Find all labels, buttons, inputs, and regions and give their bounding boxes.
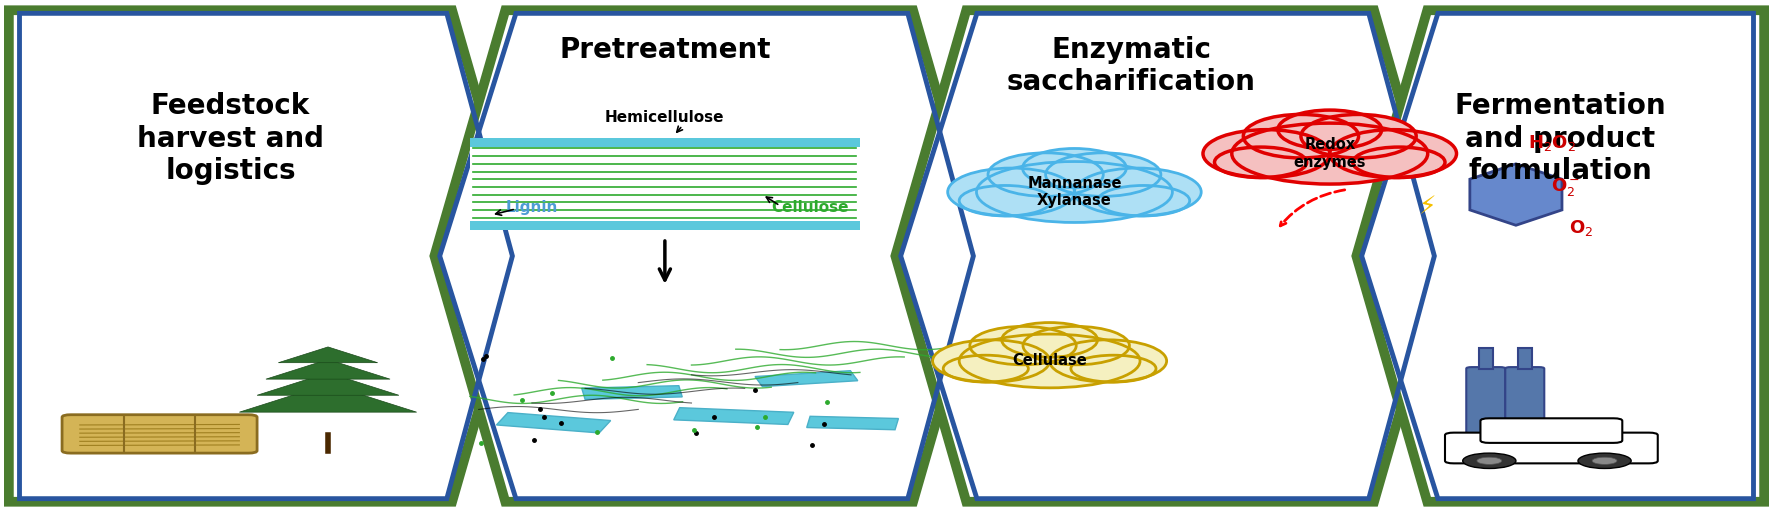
Text: Pretreatment: Pretreatment bbox=[558, 36, 771, 64]
Ellipse shape bbox=[943, 355, 1028, 382]
Ellipse shape bbox=[970, 327, 1076, 365]
FancyBboxPatch shape bbox=[1466, 367, 1505, 437]
Ellipse shape bbox=[947, 168, 1074, 216]
Ellipse shape bbox=[959, 334, 1140, 388]
FancyBboxPatch shape bbox=[62, 415, 257, 453]
FancyBboxPatch shape bbox=[1480, 418, 1622, 443]
Ellipse shape bbox=[1278, 110, 1381, 150]
Ellipse shape bbox=[1232, 123, 1427, 184]
Text: ⚡: ⚡ bbox=[1418, 196, 1436, 219]
Text: Lignin: Lignin bbox=[505, 200, 558, 215]
Text: Mannanase
Xylanase: Mannanase Xylanase bbox=[1027, 176, 1122, 208]
Ellipse shape bbox=[1330, 130, 1456, 178]
Ellipse shape bbox=[1023, 327, 1129, 365]
Ellipse shape bbox=[1215, 147, 1307, 178]
Text: Feedstock
harvest and
logistics: Feedstock harvest and logistics bbox=[137, 92, 324, 185]
Text: Fermentation
and product
formulation: Fermentation and product formulation bbox=[1454, 92, 1667, 185]
Text: Cellulase: Cellulase bbox=[1012, 353, 1087, 369]
Bar bbox=[470, 138, 860, 230]
Bar bbox=[755, 371, 858, 387]
Polygon shape bbox=[257, 373, 399, 395]
Text: Cellulose: Cellulose bbox=[771, 200, 849, 215]
Text: Redox
enzymes: Redox enzymes bbox=[1294, 137, 1365, 170]
Polygon shape bbox=[895, 10, 1445, 502]
FancyBboxPatch shape bbox=[1505, 367, 1544, 437]
Bar bbox=[470, 147, 860, 221]
FancyBboxPatch shape bbox=[1445, 433, 1658, 463]
Polygon shape bbox=[9, 10, 523, 502]
Ellipse shape bbox=[1301, 115, 1417, 158]
Circle shape bbox=[1477, 457, 1502, 464]
Text: Enzymatic
saccharification: Enzymatic saccharification bbox=[1007, 36, 1255, 96]
Polygon shape bbox=[278, 347, 378, 362]
Bar bbox=[807, 416, 899, 430]
Polygon shape bbox=[266, 359, 390, 379]
Ellipse shape bbox=[1243, 115, 1358, 158]
Polygon shape bbox=[434, 10, 984, 502]
Bar bbox=[582, 386, 683, 399]
Polygon shape bbox=[239, 384, 417, 412]
Ellipse shape bbox=[1097, 185, 1190, 216]
Ellipse shape bbox=[988, 153, 1103, 196]
Polygon shape bbox=[1470, 164, 1562, 225]
Ellipse shape bbox=[1071, 355, 1156, 382]
Ellipse shape bbox=[1074, 168, 1202, 216]
Polygon shape bbox=[1356, 10, 1764, 502]
Ellipse shape bbox=[1050, 340, 1167, 382]
Ellipse shape bbox=[933, 340, 1050, 382]
Circle shape bbox=[1592, 457, 1617, 464]
Ellipse shape bbox=[1353, 147, 1445, 178]
Text: H$_2$O$_2$: H$_2$O$_2$ bbox=[1528, 133, 1576, 154]
Ellipse shape bbox=[1023, 148, 1126, 188]
Text: Hemicellulose: Hemicellulose bbox=[605, 111, 725, 125]
Bar bbox=[496, 413, 610, 433]
Ellipse shape bbox=[1202, 130, 1330, 178]
Bar bbox=[1479, 348, 1493, 369]
Circle shape bbox=[1463, 453, 1516, 468]
Ellipse shape bbox=[1002, 323, 1097, 357]
Ellipse shape bbox=[1046, 153, 1161, 196]
Text: O$_2$: O$_2$ bbox=[1569, 218, 1594, 238]
Text: O$_2^-$: O$_2^-$ bbox=[1551, 176, 1580, 198]
Circle shape bbox=[1578, 453, 1631, 468]
Bar bbox=[1518, 348, 1532, 369]
Ellipse shape bbox=[959, 185, 1051, 216]
Bar bbox=[674, 408, 794, 424]
Ellipse shape bbox=[977, 162, 1172, 222]
